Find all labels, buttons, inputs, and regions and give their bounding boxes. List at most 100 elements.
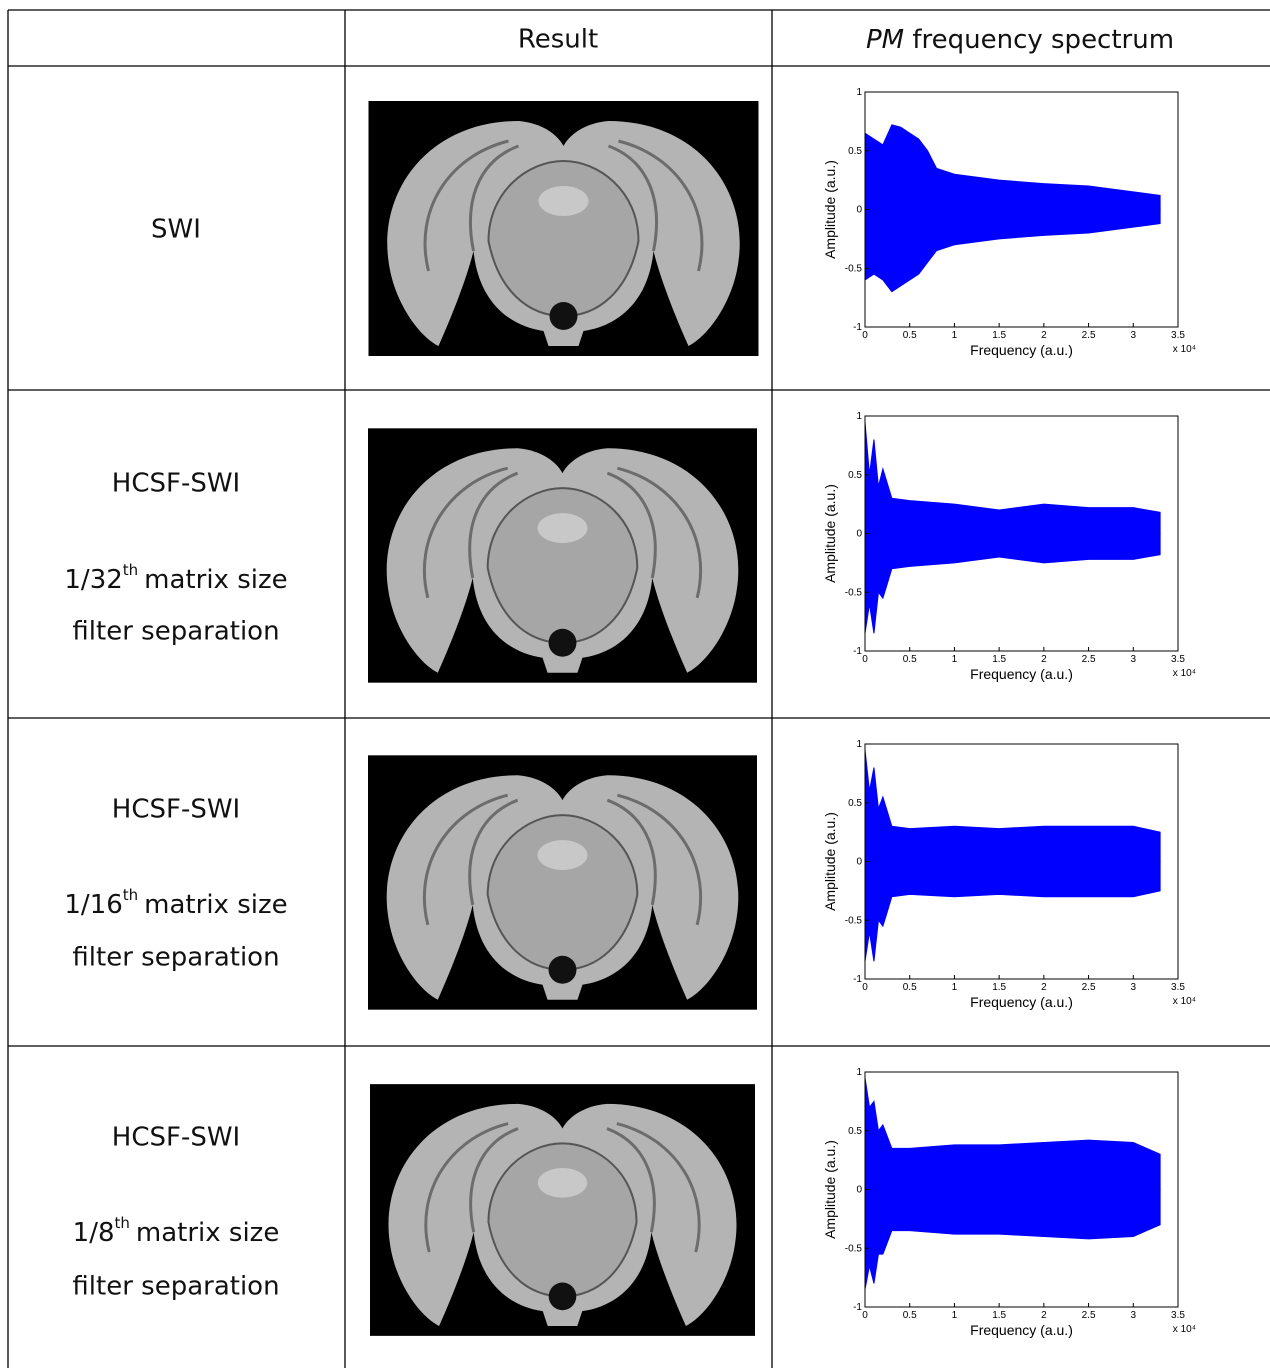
x-tick-label: 3 — [1131, 654, 1137, 665]
fraction: 1/16 — [64, 890, 122, 920]
x-tick-label: 3.5 — [1171, 982, 1185, 993]
y-tick-label: 0.5 — [848, 798, 862, 809]
header-pm: PM — [866, 25, 904, 55]
x-tick-label: 2 — [1041, 982, 1047, 993]
matrix-size: matrix size — [144, 890, 287, 920]
brain-image — [370, 1082, 755, 1338]
table-grid — [7, 9, 1270, 1368]
y-axis-label: Amplitude (a.u.) — [822, 812, 838, 911]
x-tick-label: 0 — [862, 1310, 868, 1321]
y-tick-label: -1 — [853, 974, 862, 985]
x-tick-label: 1.5 — [992, 654, 1006, 665]
y-tick-label: 0 — [856, 529, 862, 540]
matrix-size: matrix size — [136, 1218, 279, 1248]
x-tick-label: 1 — [952, 1310, 958, 1321]
x-tick-label: 3.5 — [1171, 330, 1185, 341]
x-tick-label: 3.5 — [1171, 1310, 1185, 1321]
row-method: HCSF-SWI — [112, 1123, 240, 1153]
spectrum-band — [864, 421, 1161, 534]
y-tick-label: -1 — [853, 322, 862, 333]
ordinal-suffix: th — [115, 1214, 130, 1232]
x-tick-label: 2.5 — [1082, 654, 1096, 665]
row-method: HCSF-SWI — [112, 469, 240, 499]
x-multiplier: x 10⁴ — [1173, 668, 1196, 679]
spectrum-band — [864, 124, 1161, 210]
x-tick-label: 2 — [1041, 330, 1047, 341]
x-tick-label: 2.5 — [1082, 330, 1096, 341]
header-spectrum-text: frequency spectrum — [912, 25, 1174, 55]
y-tick-label: 1 — [856, 1067, 862, 1078]
x-tick-label: 0.5 — [903, 1310, 917, 1321]
x-axis-label: Frequency (a.u.) — [970, 666, 1073, 682]
y-tick-label: -0.5 — [845, 263, 863, 274]
row-matrix-size: 1/16th matrix size — [64, 886, 287, 920]
x-tick-label: 2 — [1041, 1310, 1047, 1321]
spectrum-band — [864, 209, 1161, 293]
header-result: Result — [518, 25, 598, 55]
spectrum-band — [864, 749, 1161, 862]
y-tick-label: 0 — [856, 205, 862, 216]
spectrum-band — [864, 1077, 1161, 1190]
y-tick-label: 0 — [856, 1185, 862, 1196]
x-tick-label: 3 — [1131, 1310, 1137, 1321]
row-method: SWI — [151, 215, 201, 245]
y-tick-label: -0.5 — [845, 587, 863, 598]
y-tick-label: -0.5 — [845, 1243, 863, 1254]
x-tick-label: 1 — [952, 654, 958, 665]
x-tick-label: 1.5 — [992, 330, 1006, 341]
y-tick-label: 1 — [856, 411, 862, 422]
spectrum-band — [864, 533, 1161, 634]
spectrum-band — [864, 861, 1161, 962]
fraction: 1/32 — [64, 565, 122, 595]
y-axis-label: Amplitude (a.u.) — [822, 484, 838, 583]
x-axis-label: Frequency (a.u.) — [970, 1322, 1073, 1338]
x-tick-label: 2 — [1041, 654, 1047, 665]
x-tick-label: 1.5 — [992, 1310, 1006, 1321]
x-multiplier: x 10⁴ — [1173, 1324, 1196, 1335]
fraction: 1/8 — [73, 1218, 115, 1248]
x-tick-label: 3 — [1131, 982, 1137, 993]
y-tick-label: 1 — [856, 739, 862, 750]
x-axis-label: Frequency (a.u.) — [970, 342, 1073, 358]
row-matrix-size: 1/8th matrix size — [73, 1214, 280, 1248]
row-method: HCSF-SWI — [112, 795, 240, 825]
y-tick-label: -0.5 — [845, 915, 863, 926]
ordinal-suffix: th — [123, 886, 138, 904]
x-tick-label: 0 — [862, 982, 868, 993]
y-axis-label: Amplitude (a.u.) — [822, 1140, 838, 1239]
x-tick-label: 1 — [952, 330, 958, 341]
x-tick-label: 0.5 — [903, 330, 917, 341]
matrix-size: matrix size — [144, 565, 287, 595]
row-matrix-size: 1/32th matrix size — [64, 561, 287, 595]
x-tick-label: 1.5 — [992, 982, 1006, 993]
x-tick-label: 0 — [862, 330, 868, 341]
y-tick-label: 0 — [856, 857, 862, 868]
x-tick-label: 3.5 — [1171, 654, 1185, 665]
x-tick-label: 1 — [952, 982, 958, 993]
y-axis-label: Amplitude (a.u.) — [822, 160, 838, 259]
y-tick-label: -1 — [853, 646, 862, 657]
spectrum-band — [864, 1189, 1161, 1290]
row-separation: filter separation — [72, 943, 279, 973]
x-tick-label: 0 — [862, 654, 868, 665]
x-multiplier: x 10⁴ — [1173, 344, 1196, 355]
y-tick-label: 1 — [856, 87, 862, 98]
row-separation: filter separation — [72, 1272, 279, 1302]
x-tick-label: 2.5 — [1082, 1310, 1096, 1321]
x-tick-label: 2.5 — [1082, 982, 1096, 993]
brain-image — [368, 428, 757, 683]
brain-image — [368, 755, 757, 1010]
x-multiplier: x 10⁴ — [1173, 996, 1196, 1007]
x-tick-label: 0.5 — [903, 982, 917, 993]
y-tick-label: -1 — [853, 1302, 862, 1313]
x-tick-label: 0.5 — [903, 654, 917, 665]
row-separation: filter separation — [72, 617, 279, 647]
x-axis-label: Frequency (a.u.) — [970, 994, 1073, 1010]
x-tick-label: 3 — [1131, 330, 1137, 341]
brain-image — [368, 101, 759, 356]
y-tick-label: 0.5 — [848, 470, 862, 481]
ordinal-suffix: th — [123, 561, 138, 579]
y-tick-label: 0.5 — [848, 1126, 862, 1137]
y-tick-label: 0.5 — [848, 146, 862, 157]
